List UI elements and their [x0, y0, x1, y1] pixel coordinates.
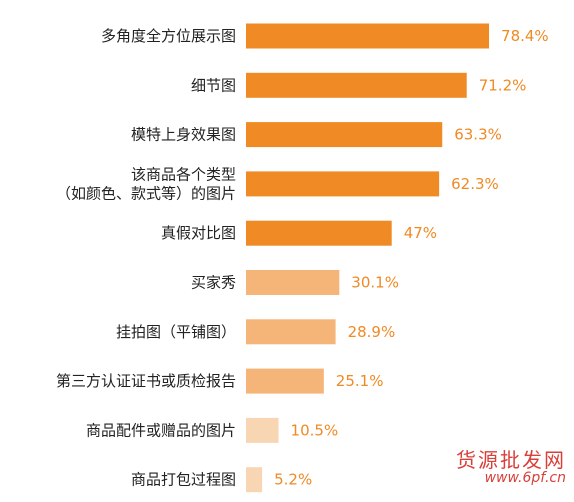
- value-label-2: 63.3%: [454, 126, 502, 144]
- bar-9: [246, 467, 263, 493]
- bar-6: [246, 319, 336, 345]
- value-label-9: 5.2%: [274, 471, 312, 489]
- bar-1: [246, 72, 467, 98]
- bar-4: [246, 220, 392, 246]
- category-label-8: 商品配件或赠品的图片: [86, 421, 236, 439]
- value-label-4: 47%: [404, 224, 437, 242]
- bar-8: [246, 417, 279, 443]
- watermark-text: 货源批发网: [456, 448, 566, 472]
- value-label-1: 71.2%: [479, 76, 527, 94]
- value-label-3: 62.3%: [451, 175, 499, 193]
- category-label-7: 第三方认证证书或质检报告: [56, 372, 236, 390]
- bar-3: [246, 171, 440, 197]
- category-label-3-1: （如颜色、款式等）的图片: [56, 184, 236, 202]
- value-label-8: 10.5%: [291, 421, 339, 439]
- category-label-2: 模特上身效果图: [131, 126, 236, 144]
- category-label-6: 挂拍图（平铺图）: [116, 323, 236, 341]
- value-label-0: 78.4%: [501, 27, 549, 45]
- category-label-0: 多角度全方位展示图: [101, 27, 236, 45]
- category-label-5: 买家秀: [191, 274, 236, 292]
- value-label-7: 25.1%: [336, 372, 384, 390]
- category-label-4: 真假对比图: [161, 224, 236, 242]
- watermark-url: www.6pf.cn: [484, 470, 566, 486]
- category-label-1: 细节图: [191, 76, 236, 94]
- bar-2: [246, 122, 443, 148]
- value-label-5: 30.1%: [351, 274, 399, 292]
- bar-7: [246, 368, 324, 394]
- bar-0: [246, 23, 490, 49]
- category-label-9: 商品打包过程图: [131, 471, 236, 489]
- category-label-3-0: 该商品各个类型: [131, 165, 236, 183]
- value-label-6: 28.9%: [348, 323, 396, 341]
- bar-5: [246, 270, 340, 295]
